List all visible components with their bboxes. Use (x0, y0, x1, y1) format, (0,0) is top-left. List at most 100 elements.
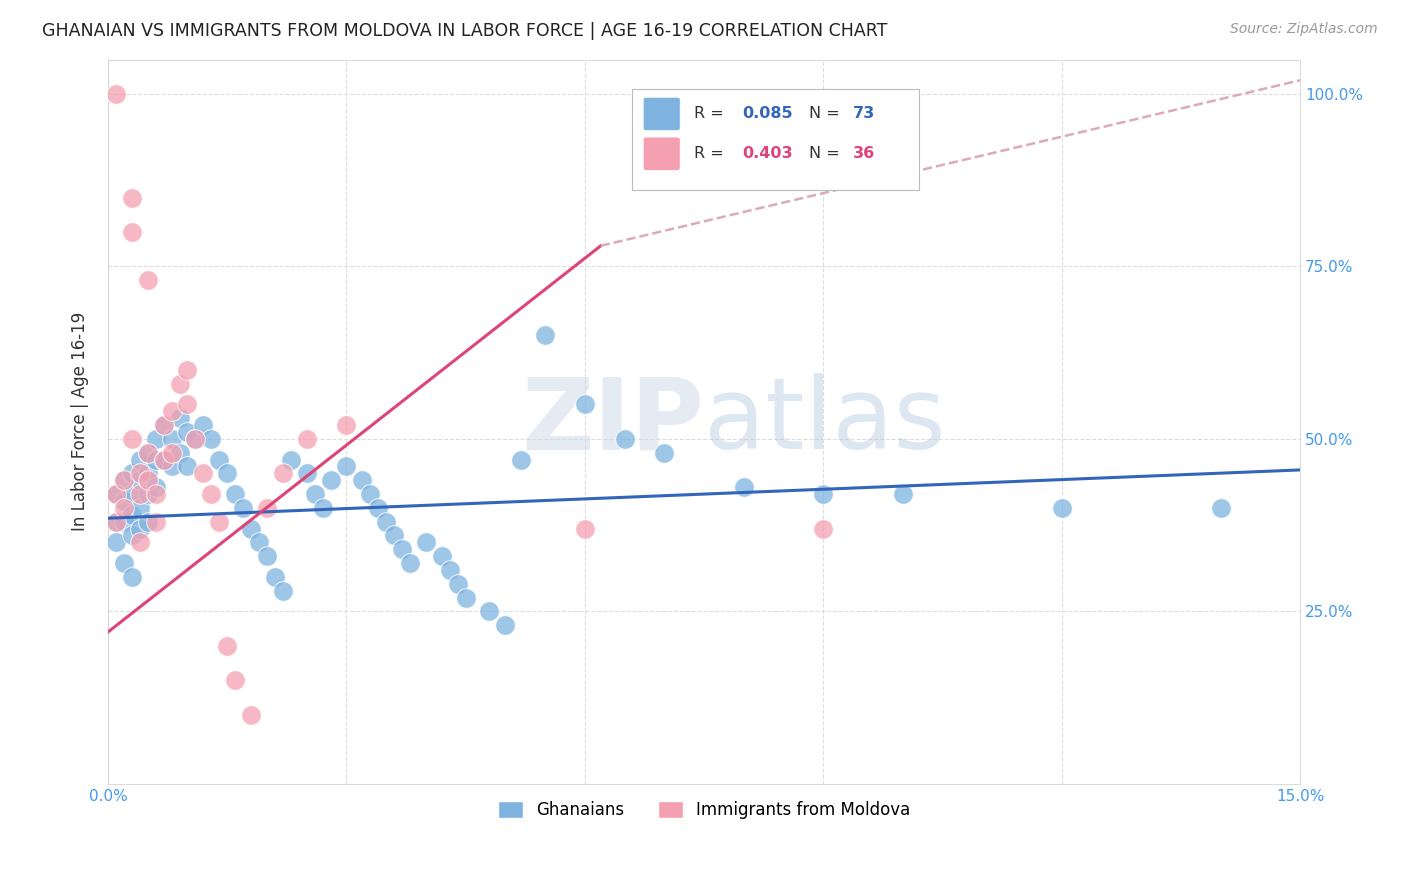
Point (733, 480, 755, 494)
Point (335, 418, 357, 433)
Text: 0.403: 0.403 (742, 146, 793, 161)
Y-axis label: In Labor Force | Age 16-19: In Labor Force | Age 16-19 (72, 312, 89, 532)
Point (128, 467, 150, 481)
Point (534, 328, 557, 343)
Point (271, 467, 294, 481)
Point (121, 487, 143, 501)
Point (160, 446, 183, 460)
Point (446, 576, 468, 591)
Point (891, 487, 914, 501)
Point (145, 432, 167, 446)
Point (311, 500, 333, 515)
Point (104, 87, 127, 101)
Point (494, 618, 516, 632)
Point (152, 418, 174, 433)
Point (152, 452, 174, 467)
Point (104, 535, 127, 549)
Point (510, 452, 533, 467)
Point (454, 591, 477, 605)
Point (121, 190, 143, 204)
Point (136, 446, 159, 460)
Point (121, 467, 143, 481)
Point (208, 515, 231, 529)
Text: N =: N = (808, 106, 845, 121)
Point (193, 467, 215, 481)
Point (574, 522, 596, 536)
Point (217, 467, 239, 481)
Point (574, 397, 596, 411)
Point (128, 473, 150, 487)
Point (104, 487, 127, 501)
Point (382, 528, 405, 542)
Point (430, 549, 453, 563)
Point (319, 473, 342, 487)
Point (811, 487, 834, 501)
Text: R =: R = (695, 106, 730, 121)
Point (1209, 500, 1232, 515)
Point (160, 404, 183, 418)
Point (176, 363, 198, 377)
Point (352, 473, 374, 487)
Point (104, 515, 127, 529)
Point (399, 556, 422, 570)
Point (304, 487, 326, 501)
Point (295, 467, 318, 481)
Point (136, 515, 159, 529)
Point (295, 432, 318, 446)
Text: GHANAIAN VS IMMIGRANTS FROM MOLDOVA IN LABOR FORCE | AGE 16-19 CORRELATION CHART: GHANAIAN VS IMMIGRANTS FROM MOLDOVA IN L… (42, 22, 887, 40)
Point (224, 673, 246, 688)
Point (104, 515, 127, 529)
Point (112, 494, 135, 508)
Text: 0.085: 0.085 (742, 106, 793, 121)
Point (112, 515, 135, 529)
Text: R =: R = (695, 146, 730, 161)
Point (652, 446, 675, 460)
Point (169, 446, 191, 460)
Point (128, 535, 150, 549)
Point (415, 535, 437, 549)
Point (176, 459, 198, 474)
Point (367, 500, 389, 515)
Point (247, 535, 270, 549)
Point (121, 508, 143, 522)
Point (112, 500, 135, 515)
Point (200, 487, 222, 501)
Point (136, 273, 159, 287)
Point (184, 432, 207, 446)
Point (264, 570, 287, 584)
Point (152, 418, 174, 433)
Point (271, 583, 294, 598)
Point (112, 556, 135, 570)
Point (359, 487, 381, 501)
Point (1050, 500, 1073, 515)
FancyBboxPatch shape (633, 88, 918, 190)
Point (256, 500, 278, 515)
Point (240, 707, 263, 722)
Point (145, 452, 167, 467)
Point (335, 459, 357, 474)
Point (128, 522, 150, 536)
Point (613, 432, 636, 446)
Point (136, 473, 159, 487)
Point (208, 452, 231, 467)
Point (121, 225, 143, 239)
Point (176, 397, 198, 411)
Point (169, 376, 191, 391)
Point (128, 452, 150, 467)
Point (104, 487, 127, 501)
Point (176, 425, 198, 439)
Point (136, 487, 159, 501)
Point (240, 522, 263, 536)
Point (136, 467, 159, 481)
Legend: Ghanaians, Immigrants from Moldova: Ghanaians, Immigrants from Moldova (491, 795, 917, 826)
Point (280, 452, 302, 467)
Point (112, 473, 135, 487)
FancyBboxPatch shape (643, 137, 681, 170)
Text: ZIP: ZIP (522, 373, 704, 470)
Text: 36: 36 (853, 146, 876, 161)
Point (478, 604, 501, 618)
Point (232, 500, 254, 515)
Point (224, 487, 246, 501)
Point (160, 432, 183, 446)
Point (152, 452, 174, 467)
